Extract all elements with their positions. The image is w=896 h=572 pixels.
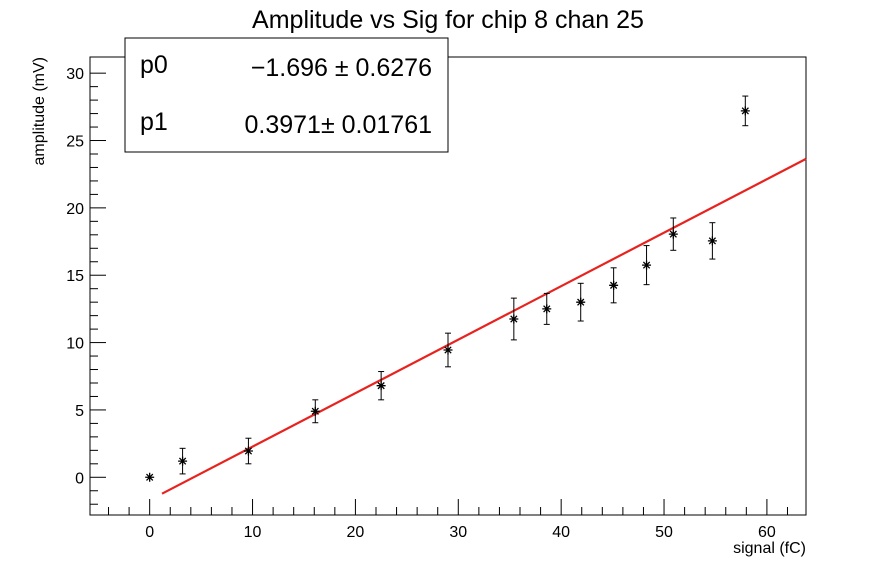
y-tick-label: 30: [66, 66, 84, 83]
star-marker: [310, 406, 320, 416]
y-axis: 0 5 10 15 20 25 30: [66, 66, 106, 505]
star-marker: [145, 472, 155, 482]
stat-p0-name: p0: [140, 51, 168, 79]
data-point: [668, 217, 678, 251]
data-point: [310, 399, 320, 424]
star-marker: [376, 381, 386, 391]
x-tick-label: 40: [552, 524, 570, 541]
x-tick-label: 60: [758, 524, 776, 541]
star-marker: [740, 106, 750, 116]
y-axis-label: amplitude (mV): [31, 57, 48, 165]
data-point: [707, 222, 717, 260]
star-marker: [642, 260, 652, 270]
data-point: [576, 282, 586, 322]
y-tick-label: 20: [66, 201, 84, 218]
x-tick-label: 0: [145, 524, 154, 541]
data-point: [509, 297, 519, 341]
y-tick-label: 25: [66, 134, 84, 151]
star-marker: [243, 446, 253, 456]
fit-stats-box: p0 −1.696 ± 0.6276 p1 0.3971± 0.01761: [124, 37, 449, 153]
x-tick-label: 30: [449, 524, 467, 541]
stat-p1-name: p1: [140, 108, 168, 136]
data-points: [145, 95, 750, 482]
star-marker: [542, 304, 552, 314]
star-marker: [707, 236, 717, 246]
star-marker: [609, 280, 619, 290]
data-point: [145, 472, 155, 482]
star-marker: [576, 297, 586, 307]
data-point: [642, 245, 652, 286]
data-point: [542, 292, 552, 325]
data-point: [740, 95, 750, 127]
star-marker: [178, 456, 188, 466]
x-tick-label: 50: [655, 524, 673, 541]
data-point: [178, 447, 188, 475]
data-point: [609, 267, 619, 304]
star-marker: [443, 345, 453, 355]
x-tick-label: 10: [244, 524, 262, 541]
data-point: [376, 371, 386, 401]
y-tick-label: 10: [66, 336, 84, 353]
x-axis: 0 10 20 30 40 50 60: [108, 499, 788, 541]
fit-layer: [161, 157, 807, 495]
star-marker: [668, 229, 678, 239]
y-tick-label: 0: [75, 470, 84, 487]
stat-p0-value: −1.696 ± 0.6276: [251, 54, 432, 82]
x-tick-label: 20: [347, 524, 365, 541]
chart-title: Amplitude vs Sig for chip 8 chan 25: [252, 6, 644, 34]
y-tick-label: 5: [75, 403, 84, 420]
fit-line: [161, 157, 807, 495]
x-axis-label: signal (fC): [733, 540, 806, 557]
star-marker: [509, 314, 519, 324]
data-point: [443, 332, 453, 368]
data-point: [243, 437, 253, 465]
y-tick-label: 15: [66, 268, 84, 285]
stat-p1-value: 0.3971± 0.01761: [245, 111, 433, 139]
